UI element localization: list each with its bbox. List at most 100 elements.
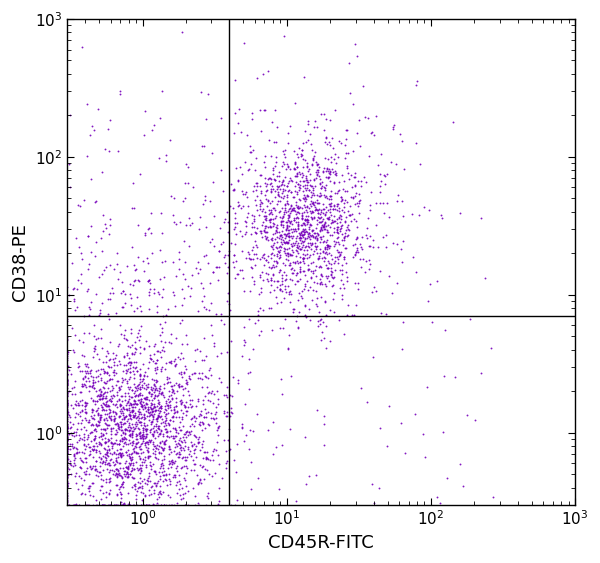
- Point: [123, 359, 133, 368]
- Point: [337, 170, 347, 179]
- Point: [129, 276, 139, 285]
- Point: [275, 230, 284, 239]
- Point: [278, 273, 287, 282]
- Point: [145, 358, 154, 367]
- Point: [132, 332, 142, 341]
- Point: [307, 191, 317, 200]
- Point: [103, 361, 113, 370]
- Point: [62, 370, 72, 379]
- Point: [307, 213, 316, 222]
- Point: [140, 413, 150, 422]
- Point: [272, 257, 282, 266]
- Point: [139, 400, 149, 409]
- Point: [166, 447, 176, 456]
- Point: [158, 436, 167, 445]
- Point: [89, 126, 98, 135]
- Point: [85, 447, 95, 456]
- Point: [208, 456, 217, 465]
- Point: [314, 208, 323, 217]
- Point: [93, 104, 103, 113]
- Point: [62, 501, 72, 510]
- Point: [213, 399, 223, 408]
- Point: [118, 479, 127, 488]
- Point: [330, 106, 340, 115]
- Point: [290, 164, 299, 173]
- Point: [319, 222, 328, 231]
- Point: [164, 456, 173, 465]
- Point: [222, 296, 232, 305]
- Point: [250, 195, 260, 204]
- Point: [270, 213, 280, 222]
- Point: [109, 414, 119, 423]
- Point: [62, 398, 72, 407]
- Point: [140, 421, 150, 430]
- Point: [94, 311, 104, 320]
- Point: [332, 214, 341, 223]
- Point: [238, 189, 247, 198]
- Point: [169, 417, 178, 426]
- Point: [214, 497, 223, 506]
- Point: [103, 441, 112, 450]
- Point: [436, 499, 445, 508]
- Point: [195, 265, 205, 274]
- Point: [322, 226, 332, 235]
- Point: [135, 374, 145, 383]
- Point: [94, 501, 104, 510]
- Point: [100, 369, 109, 378]
- Point: [82, 467, 91, 476]
- Point: [125, 460, 134, 469]
- Point: [184, 428, 193, 437]
- Point: [304, 136, 313, 145]
- Point: [297, 212, 307, 221]
- Point: [231, 230, 241, 239]
- Point: [339, 253, 349, 262]
- Point: [137, 477, 147, 486]
- Point: [64, 455, 73, 464]
- Point: [250, 166, 260, 175]
- Point: [313, 219, 322, 228]
- Point: [169, 356, 179, 365]
- Point: [130, 357, 139, 366]
- Point: [278, 193, 287, 202]
- Point: [184, 373, 194, 382]
- Point: [125, 413, 135, 422]
- Point: [284, 187, 293, 196]
- Point: [280, 261, 290, 270]
- Point: [71, 448, 81, 457]
- Point: [63, 407, 73, 416]
- Point: [178, 422, 188, 431]
- Point: [294, 204, 304, 213]
- Point: [278, 236, 288, 245]
- Point: [139, 345, 149, 354]
- Point: [398, 212, 407, 221]
- Point: [217, 473, 227, 482]
- Point: [124, 431, 134, 440]
- Point: [137, 400, 147, 409]
- Point: [305, 251, 315, 260]
- Point: [205, 397, 214, 406]
- Point: [229, 185, 238, 194]
- Point: [337, 205, 346, 215]
- Point: [184, 443, 193, 452]
- Point: [292, 242, 301, 251]
- Point: [329, 294, 338, 303]
- Point: [455, 460, 465, 469]
- Point: [321, 181, 331, 190]
- Point: [62, 424, 72, 433]
- Point: [62, 417, 72, 426]
- Point: [197, 479, 206, 488]
- Point: [314, 199, 324, 208]
- Point: [115, 400, 125, 409]
- Point: [352, 129, 362, 138]
- Point: [313, 406, 322, 415]
- Point: [273, 191, 283, 200]
- Point: [129, 396, 139, 405]
- Point: [332, 227, 342, 236]
- Point: [83, 433, 93, 442]
- Point: [317, 109, 326, 118]
- Point: [223, 208, 232, 217]
- Point: [256, 227, 266, 236]
- Point: [171, 427, 181, 436]
- Point: [129, 473, 139, 482]
- Point: [139, 474, 149, 483]
